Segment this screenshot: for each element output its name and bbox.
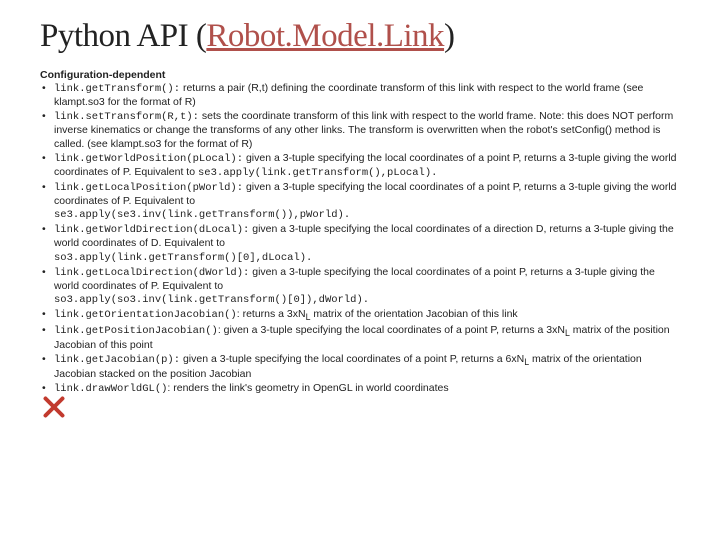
api-method: link.getTransform(): [54,83,180,95]
bullet-list: link.getTransform(): returns a pair (R,t… [40,82,680,396]
code-inline: so3.apply(link.getTransform()[0],dLocal)… [54,252,312,264]
api-method: link.getOrientationJacobian() [54,309,237,321]
list-item: link.getWorldPosition(pLocal): given a 3… [40,152,680,180]
api-method: link.getJacobian(p): [54,354,180,366]
list-item: link.getWorldDirection(dLocal): given a … [40,223,680,264]
api-method: link.getWorldDirection(dLocal): [54,224,249,236]
list-item: link.getLocalPosition(pWorld): given a 3… [40,181,680,222]
api-method: link.setTransform(R,t): [54,111,199,123]
list-item: link.drawWorldGL(): renders the link's g… [40,382,680,396]
description-text: : renders the link's geometry in OpenGL … [167,382,448,394]
description-text: matrix of the orientation Jacobian of th… [310,308,517,320]
list-item: link.getJacobian(p): given a 3-tuple spe… [40,353,680,381]
api-method: link.getPositionJacobian() [54,325,218,337]
list-item: link.getTransform(): returns a pair (R,t… [40,82,680,109]
api-method: link.getLocalPosition(pWorld): [54,182,243,194]
section-header: Configuration-dependent [40,69,680,81]
list-item: link.getLocalDirection(dWorld): given a … [40,266,680,307]
list-item: link.getOrientationJacobian(): returns a… [40,308,680,323]
api-method: link.getLocalDirection(dWorld): [54,267,249,279]
title-suffix: ) [444,18,455,54]
description-text: : returns a 3xN [237,308,306,320]
title-prefix: Python API ( [40,18,206,54]
title-link[interactable]: Robot.Model.Link [206,18,444,54]
api-method: link.drawWorldGL() [54,383,167,395]
description-text: : given a 3-tuple specifying the local c… [218,324,565,336]
api-method: link.getWorldPosition(pLocal): [54,153,243,165]
code-inline: so3.apply(so3.inv(link.getTransform()[0]… [54,294,369,306]
slide-title: Python API (Robot.Model.Link) [40,18,680,55]
description-text: given a 3-tuple specifying the local coo… [180,353,524,365]
list-item: link.setTransform(R,t): sets the coordin… [40,110,680,150]
list-item: link.getPositionJacobian(): given a 3-tu… [40,324,680,352]
code-inline: se3.apply(se3.inv(link.getTransform()),p… [54,209,350,221]
code-inline: se3.apply(link.getTransform(),pLocal). [198,167,437,179]
